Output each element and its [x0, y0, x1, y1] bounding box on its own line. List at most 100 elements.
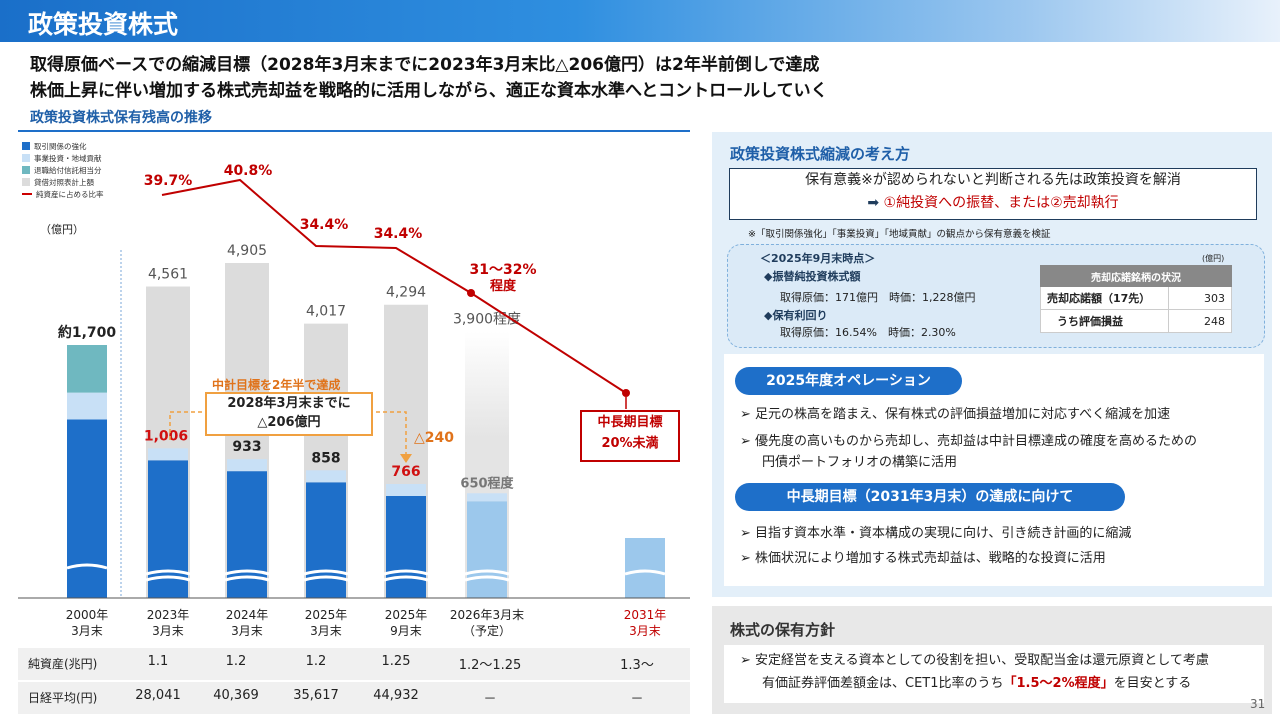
point-2-value: 取得原価：16.54% 時価：2.30% — [780, 326, 956, 339]
point-2-title: ◆保有利回り — [764, 309, 828, 322]
x-axis-label: 2024年 3月末 — [225, 608, 269, 638]
cost-bar-plan-top — [467, 493, 507, 502]
callout-connector — [169, 411, 205, 440]
bullet-item-cont: 有価証券評価差額金は、CET1比率のうち「1.5〜2%程度」を目安とする — [762, 676, 1192, 691]
axis-break-mark — [66, 563, 108, 570]
nikkei-label: 日経平均(円) — [28, 691, 98, 705]
bullet-item: ➢ 足元の株高を踏まえ、保有株式の評価損益増加に対応すべく縮減を加速 — [740, 407, 1171, 422]
ratio-label: 程度 — [490, 278, 517, 294]
x-axis-label: 2026年3月末 （予定） — [449, 608, 525, 638]
axis-break-mark — [383, 569, 429, 576]
cost-basis-label: 933 — [232, 439, 261, 455]
approach-line-1: 保有意義※が認められないと判断される先は政策投資を解消 — [805, 172, 1181, 188]
table-cell: 248 — [1168, 309, 1232, 333]
legend-item: 退職給付信託相当分 — [22, 165, 104, 177]
section-divider — [18, 130, 690, 132]
approach-note: ※「取引関係強化」「事業投資」「地域貢献」の観点から保有意義を検証 — [748, 229, 1051, 240]
page-title: 政策投資株式 — [28, 10, 179, 39]
row-value: 1.2 — [305, 654, 327, 669]
reduction-approach-title: 政策投資株式縮減の考え方 — [730, 145, 911, 163]
row-value: 1.3〜 — [620, 658, 654, 673]
arrow-right-icon: ➡ — [867, 195, 884, 211]
delta-label: △240 — [414, 430, 454, 446]
table-cell: 売却応諾額（17先） — [1040, 286, 1169, 310]
cost-bar-business — [306, 482, 346, 598]
headline-2: 株価上昇に伴い増加する株式売却益を戦略的に活用しながら、適正な資本水準へとコント… — [30, 81, 828, 101]
cost-basis-label: 1,006 — [144, 428, 188, 444]
cost-basis-label: 858 — [311, 450, 340, 466]
ratio-line — [161, 178, 627, 394]
cost-bar-plan — [467, 501, 507, 598]
unit-label: （億円） — [40, 223, 84, 236]
cost-bar-investment — [67, 392, 107, 420]
callout-line-1: 2028年3月末までに — [227, 396, 351, 411]
balance-sheet-label: 4,294 — [386, 285, 426, 301]
cost-basis-label: 766 — [391, 464, 420, 480]
callout-arrow — [400, 454, 412, 463]
bullet-item: ➢ 安定経営を支える資本としての役割を担い、受取配当金は還元原資として考慮 — [740, 653, 1209, 668]
row-value: 35,617 — [293, 688, 339, 703]
callout-label: 中計目標を2年半で達成 — [212, 378, 341, 392]
ratio-label: 34.4% — [300, 217, 349, 233]
cost-bar-investment — [386, 484, 426, 497]
row-value: 1.2〜1.25 — [458, 658, 522, 673]
mid-long-target-box: 中長期目標 20%未満 — [580, 410, 680, 462]
axis-break-mark — [224, 575, 270, 582]
page-number: 31 — [1250, 697, 1266, 711]
row-value: 44,932 — [373, 688, 419, 703]
target-line-1: 中長期目標 — [597, 415, 663, 430]
point-1-title: ◆振替純投資株式額 — [764, 270, 861, 283]
row-value: 1.25 — [381, 654, 411, 669]
x-axis-label: 2025年 3月末 — [304, 608, 348, 638]
cost-bar-investment — [148, 448, 188, 461]
target-line-2: 20%未満 — [601, 436, 659, 451]
title-bar: 政策投資株式 — [0, 0, 1280, 42]
cost-bar-business — [386, 496, 426, 598]
legend-item: 事業投資・地域貢献 — [22, 153, 104, 165]
row-value: 1.1 — [147, 654, 169, 669]
row-value: － — [483, 692, 497, 707]
cost-bar-target — [625, 538, 665, 598]
ratio-point — [467, 289, 475, 297]
legend-item: 貸借対照表計上額 — [22, 177, 104, 189]
sale-status-table: 売却応諾銘柄の状況 売却応諾額（17先） 303 うち評価損益 248 — [1040, 265, 1232, 333]
axis-break-mark — [624, 569, 666, 576]
ratio-label: 40.8% — [224, 163, 273, 179]
cost-basis-label: 約1,700 — [58, 324, 117, 341]
axis-break-mark — [145, 569, 191, 576]
chart-legend: 取引関係の強化 事業投資・地域貢献 退職給付信託相当分 貸借対照表計上額 純資産… — [22, 141, 104, 201]
point-title: ＜2025年9月末時点＞ — [760, 252, 876, 265]
cost-bar-business — [148, 460, 188, 598]
table-cell: 303 — [1168, 286, 1232, 310]
axis-break-mark — [464, 575, 510, 582]
cost-bar-investment — [306, 470, 346, 483]
cost-basis-label: 650程度 — [460, 475, 514, 491]
ratio-label: 39.7% — [144, 173, 193, 189]
target-callout-box: 2028年3月末までに △206億円 — [205, 392, 373, 436]
axis-break-mark — [303, 575, 349, 582]
x-axis-label: 2023年 3月末 — [146, 608, 190, 638]
approach-line-2: ➡ ①純投資への振替、または②売却執行 — [867, 195, 1119, 211]
ratio-label: 31〜32% — [470, 262, 537, 278]
row-value: － — [630, 692, 644, 707]
axis-break-mark — [303, 569, 349, 576]
chart-section-title: 政策投資株式保有残高の推移 — [30, 110, 212, 126]
cost-bar-investment — [227, 459, 267, 472]
ratio-label: 34.4% — [374, 226, 423, 242]
row-value: 1.2 — [225, 654, 247, 669]
cost-bar-business — [67, 419, 107, 598]
x-axis-label: 2025年 9月末 — [384, 608, 428, 638]
row-value: 28,041 — [135, 688, 181, 703]
x-axis-label: 2031年 3月末 — [623, 608, 667, 638]
axis-break-mark — [464, 569, 510, 576]
table-header: 売却応諾銘柄の状況 — [1040, 265, 1232, 287]
balance-sheet-label: 4,905 — [227, 243, 267, 259]
net-assets-label: 純資産(兆円) — [28, 657, 98, 671]
bullet-item: ➢ 目指す資本水準・資本構成の実現に向け、引き続き計画的に縮減 — [740, 526, 1132, 541]
holding-policy-title: 株式の保有方針 — [730, 621, 836, 639]
legend-item: 取引関係の強化 — [22, 141, 104, 153]
bullet-item-cont: 円債ポートフォリオの構築に活用 — [762, 455, 958, 470]
headline-1: 取得原価ベースでの縮減目標（2028年3月末までに2023年3月末比△206億円… — [30, 55, 820, 75]
holding-policy-box — [724, 645, 1264, 703]
